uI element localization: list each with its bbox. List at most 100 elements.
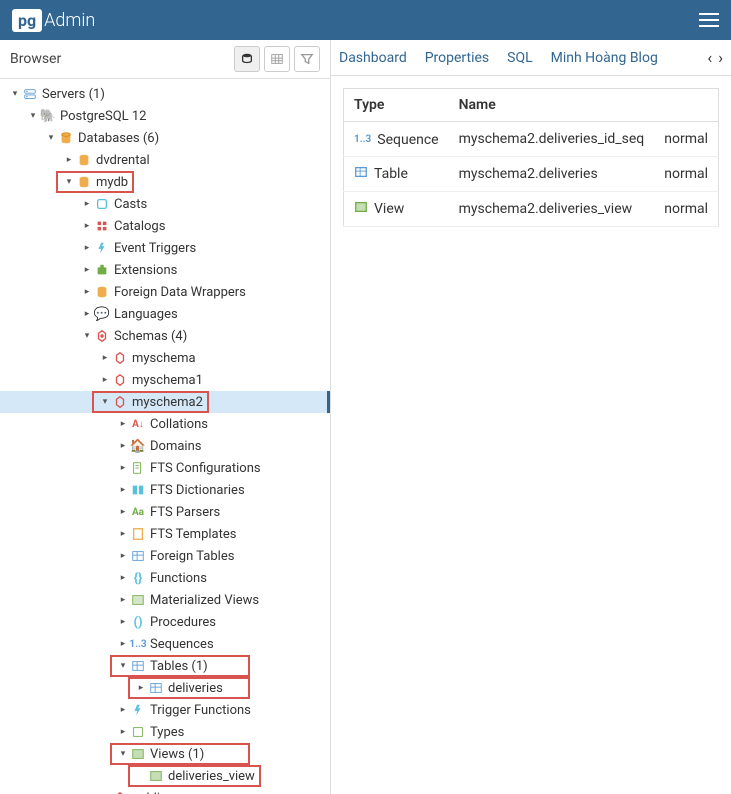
table-row[interactable]: Table myschema2.deliveries normal (344, 156, 719, 191)
expand-icon[interactable]: ▸ (98, 353, 112, 363)
expand-icon[interactable]: ▸ (80, 199, 94, 209)
extensions-icon (94, 262, 110, 278)
expand-icon[interactable]: ▸ (80, 287, 94, 297)
expand-icon[interactable]: ▸ (116, 529, 130, 539)
expand-icon[interactable]: ▸ (116, 441, 130, 451)
app-header: pgAdmin (0, 0, 731, 40)
expand-icon[interactable]: ▸ (116, 551, 130, 561)
tree-servers[interactable]: ▾Servers (1) (0, 83, 330, 105)
col-status (654, 89, 718, 122)
tree-extensions[interactable]: ▸Extensions (0, 259, 330, 281)
expand-icon[interactable]: ▸ (116, 705, 130, 715)
tree-databases[interactable]: ▾Databases (6) (0, 127, 330, 149)
tool-filter-icon[interactable] (294, 46, 320, 72)
browser-title: Browser (10, 51, 61, 67)
table-row[interactable]: View myschema2.deliveries_view normal (344, 191, 719, 226)
mat-view-icon (130, 592, 146, 608)
table-row[interactable]: 1..3Sequence myschema2.deliveries_id_seq… (344, 122, 719, 157)
expand-icon[interactable]: ▸ (116, 639, 130, 649)
col-type: Type (344, 89, 449, 122)
schema-icon (112, 372, 128, 388)
tree-public[interactable]: ▸public (0, 787, 330, 794)
tree-domains[interactable]: ▸🏠Domains (0, 435, 330, 457)
tree-catalogs[interactable]: ▸Catalogs (0, 215, 330, 237)
tab-sql[interactable]: SQL (507, 50, 532, 66)
tool-table-icon[interactable] (264, 46, 290, 72)
expand-icon[interactable]: ▸ (116, 507, 130, 517)
menu-icon[interactable] (699, 13, 719, 27)
fts-parser-icon: Aa (130, 504, 146, 520)
collapse-icon[interactable]: ▾ (26, 111, 40, 121)
expand-icon[interactable]: ▸ (116, 727, 130, 737)
table-icon (130, 658, 146, 674)
casts-icon (94, 196, 110, 212)
event-trigger-icon (94, 240, 110, 256)
expand-icon[interactable]: ▸ (116, 595, 130, 605)
table-icon (148, 680, 164, 696)
tree-sequences[interactable]: ▸1..3Sequences (0, 633, 330, 655)
tree-deliveries-view[interactable]: ▸deliveries_view (0, 765, 330, 787)
tree-foreign-tables[interactable]: ▸Foreign Tables (0, 545, 330, 567)
tree-fts-templates[interactable]: ▸FTS Templates (0, 523, 330, 545)
tree-fts-dict[interactable]: ▸FTS Dictionaries (0, 479, 330, 501)
expand-icon[interactable]: ▸ (116, 617, 130, 627)
app-logo: pgAdmin (12, 9, 95, 32)
tree-deliveries[interactable]: ▸deliveries (0, 677, 330, 699)
tree-myschema1[interactable]: ▸myschema1 (0, 369, 330, 391)
tab-dashboard[interactable]: Dashboard (339, 50, 407, 66)
expand-icon[interactable]: ▸ (98, 375, 112, 385)
fts-template-icon (130, 526, 146, 542)
expand-icon[interactable]: ▸ (80, 265, 94, 275)
tree-postgresql[interactable]: ▾🐘PostgreSQL 12 (0, 105, 330, 127)
schema-icon (112, 394, 128, 410)
browser-toolbar (234, 46, 320, 72)
expand-icon[interactable]: ▸ (80, 243, 94, 253)
tree-mat-views[interactable]: ▸Materialized Views (0, 589, 330, 611)
expand-icon[interactable]: ▸ (116, 463, 130, 473)
tree-functions[interactable]: ▸{}Functions (0, 567, 330, 589)
collapse-icon[interactable]: ▾ (98, 397, 112, 407)
schema-icon (112, 790, 128, 794)
expand-icon[interactable]: ▸ (80, 309, 94, 319)
collapse-icon[interactable]: ▾ (8, 89, 22, 99)
expand-icon[interactable]: ▸ (116, 485, 130, 495)
tree-tables[interactable]: ▾Tables (1) (0, 655, 330, 677)
collapse-icon[interactable]: ▾ (44, 133, 58, 143)
tree-myschema2[interactable]: ▾myschema2 (0, 391, 330, 413)
collapse-icon[interactable]: ▾ (80, 331, 94, 341)
tree-casts[interactable]: ▸Casts (0, 193, 330, 215)
tree-event-triggers[interactable]: ▸Event Triggers (0, 237, 330, 259)
tree-fts-cfg[interactable]: ▸FTS Configurations (0, 457, 330, 479)
tab-properties[interactable]: Properties (425, 50, 489, 66)
tree-schemas[interactable]: ▾Schemas (4) (0, 325, 330, 347)
collations-icon: A↓ (130, 416, 146, 432)
tree-myschema[interactable]: ▸myschema (0, 347, 330, 369)
expand-icon[interactable]: ▸ (116, 573, 130, 583)
server-group-icon (22, 86, 38, 102)
tree-collations[interactable]: ▸A↓Collations (0, 413, 330, 435)
catalogs-icon (94, 218, 110, 234)
functions-icon: {} (130, 570, 146, 586)
tree-procedures[interactable]: ▸()Procedures (0, 611, 330, 633)
tree-views[interactable]: ▾Views (1) (0, 743, 330, 765)
expand-icon[interactable]: ▸ (62, 155, 76, 165)
view-icon (130, 746, 146, 762)
collapse-icon[interactable]: ▾ (116, 661, 130, 671)
collapse-icon[interactable]: ▾ (62, 177, 76, 187)
expand-icon[interactable]: ▸ (134, 683, 148, 693)
tree-languages[interactable]: ▸💬Languages (0, 303, 330, 325)
tool-query-icon[interactable] (234, 46, 260, 72)
tree-trigger-functions[interactable]: ▸Trigger Functions (0, 699, 330, 721)
tree-dvdrental[interactable]: ▸dvdrental (0, 149, 330, 171)
tab-prev-icon[interactable]: ‹ (707, 48, 712, 67)
tree-fdw[interactable]: ▸Foreign Data Wrappers (0, 281, 330, 303)
expand-icon[interactable]: ▸ (116, 419, 130, 429)
collapse-icon[interactable]: ▾ (116, 749, 130, 759)
tab-next-icon[interactable]: › (718, 48, 723, 67)
tree-fts-parsers[interactable]: ▸AaFTS Parsers (0, 501, 330, 523)
database-icon (76, 174, 92, 190)
tab-blog[interactable]: Minh Hoàng Blog (551, 50, 658, 66)
expand-icon[interactable]: ▸ (80, 221, 94, 231)
tree-mydb[interactable]: ▾mydb (0, 171, 330, 193)
tree-types[interactable]: ▸Types (0, 721, 330, 743)
